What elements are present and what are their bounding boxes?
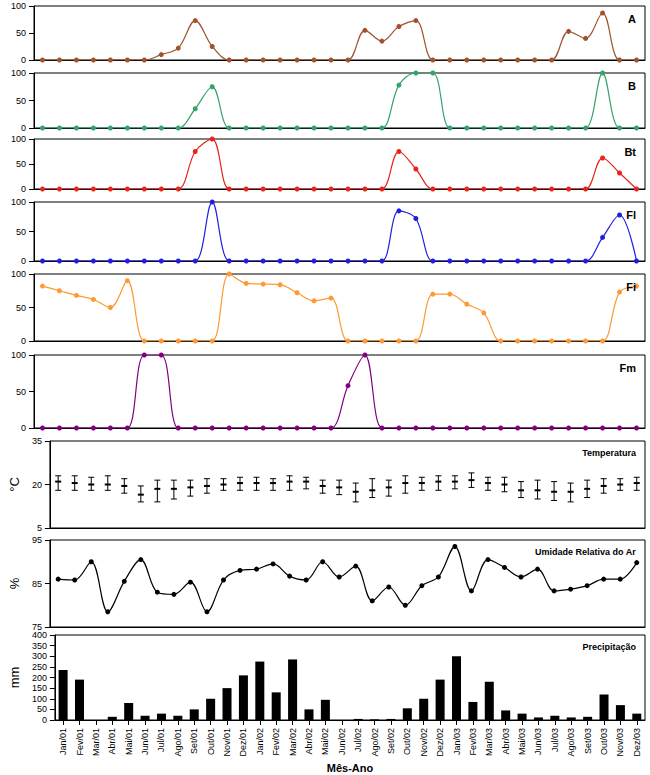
- svg-text:Jun/02: Jun/02: [337, 728, 347, 755]
- svg-text:Set/01: Set/01: [189, 728, 199, 754]
- svg-text:Ago/02: Ago/02: [370, 728, 380, 757]
- svg-text:85: 85: [32, 579, 42, 589]
- svg-text:50: 50: [37, 704, 47, 714]
- svg-text:Abr/02: Abr/02: [304, 728, 314, 755]
- svg-text:Jun/01: Jun/01: [140, 728, 150, 755]
- svg-text:50: 50: [16, 387, 26, 397]
- svg-text:Mês-Ano: Mês-Ano: [327, 762, 374, 774]
- svg-text:Out/03: Out/03: [599, 728, 609, 755]
- svg-text:300: 300: [32, 651, 47, 661]
- svg-text:Nov/03: Nov/03: [615, 728, 625, 757]
- svg-text:20: 20: [32, 480, 42, 490]
- svg-text:Mar/01: Mar/01: [91, 728, 101, 756]
- svg-text:A: A: [628, 13, 636, 25]
- svg-text:Mai/03: Mai/03: [517, 728, 527, 755]
- svg-text:Umidade Relativa do Ar: Umidade Relativa do Ar: [535, 547, 636, 557]
- svg-text:Temperatura: Temperatura: [582, 448, 637, 458]
- svg-text:Mar/02: Mar/02: [288, 728, 298, 756]
- svg-text:Bt: Bt: [624, 146, 636, 158]
- svg-text:0: 0: [21, 123, 26, 133]
- svg-text:50: 50: [16, 227, 26, 237]
- svg-text:75: 75: [31, 622, 42, 632]
- svg-text:Fev/03: Fev/03: [468, 728, 478, 756]
- svg-text:400: 400: [32, 630, 47, 640]
- svg-text:50: 50: [16, 303, 26, 313]
- svg-text:50: 50: [16, 96, 26, 106]
- svg-text:%: %: [7, 577, 22, 589]
- svg-text:150: 150: [32, 683, 47, 693]
- svg-text:B: B: [628, 80, 636, 92]
- svg-text:Fev/01: Fev/01: [75, 728, 85, 756]
- svg-text:Mar/03: Mar/03: [484, 728, 494, 756]
- svg-text:0: 0: [42, 715, 47, 725]
- svg-text:mm: mm: [7, 667, 22, 689]
- svg-text:100: 100: [11, 1, 26, 11]
- svg-text:50: 50: [16, 28, 26, 38]
- svg-text:Jul/03: Jul/03: [550, 728, 560, 752]
- svg-text:Dez/03: Dez/03: [632, 728, 642, 757]
- svg-text:Mai/01: Mai/01: [124, 728, 134, 755]
- svg-text:Abr/01: Abr/01: [107, 728, 117, 755]
- svg-text:Jan/01: Jan/01: [58, 728, 68, 755]
- svg-text:Jun/03: Jun/03: [533, 728, 543, 755]
- svg-text:Fl: Fl: [626, 209, 636, 221]
- svg-text:0: 0: [21, 423, 26, 433]
- svg-text:100: 100: [32, 694, 47, 704]
- svg-text:0: 0: [21, 55, 26, 65]
- svg-text:100: 100: [11, 68, 26, 78]
- svg-text:100: 100: [11, 134, 26, 144]
- svg-text:Dez/01: Dez/01: [238, 728, 248, 757]
- svg-text:0: 0: [21, 336, 26, 346]
- svg-text:35: 35: [32, 436, 42, 446]
- svg-text:Jan/02: Jan/02: [255, 728, 265, 755]
- svg-text:350: 350: [32, 641, 47, 651]
- svg-text:100: 100: [11, 197, 26, 207]
- svg-text:Mai/02: Mai/02: [320, 728, 330, 755]
- svg-text:5: 5: [37, 523, 42, 533]
- svg-text:200: 200: [32, 673, 47, 683]
- svg-text:Jul/02: Jul/02: [353, 728, 363, 752]
- svg-text:Ago/03: Ago/03: [566, 728, 576, 757]
- svg-text:Nov/01: Nov/01: [222, 728, 232, 757]
- svg-text:Nov/02: Nov/02: [419, 728, 429, 757]
- svg-text:100: 100: [11, 269, 26, 279]
- svg-text:0: 0: [21, 256, 26, 266]
- svg-text:Set/02: Set/02: [386, 728, 396, 754]
- svg-text:Ago/01: Ago/01: [173, 728, 183, 757]
- svg-text:Out/02: Out/02: [402, 728, 412, 755]
- svg-text:Fev/02: Fev/02: [271, 728, 281, 756]
- svg-text:250: 250: [32, 662, 47, 672]
- svg-text:Fi: Fi: [626, 281, 636, 293]
- svg-text:100: 100: [11, 350, 26, 360]
- svg-text:Jul/01: Jul/01: [156, 728, 166, 752]
- svg-text:Out/01: Out/01: [206, 728, 216, 755]
- svg-text:Precipitação: Precipitação: [582, 642, 636, 652]
- svg-text:Set/03: Set/03: [583, 728, 593, 754]
- svg-text:Jan/03: Jan/03: [452, 728, 462, 755]
- svg-text:0: 0: [21, 184, 26, 194]
- svg-text:Abr/03: Abr/03: [501, 728, 511, 755]
- svg-text:°C: °C: [7, 477, 22, 492]
- svg-text:Dez/02: Dez/02: [435, 728, 445, 757]
- svg-text:Fm: Fm: [620, 362, 637, 374]
- svg-text:50: 50: [16, 159, 26, 169]
- svg-text:95: 95: [32, 535, 42, 545]
